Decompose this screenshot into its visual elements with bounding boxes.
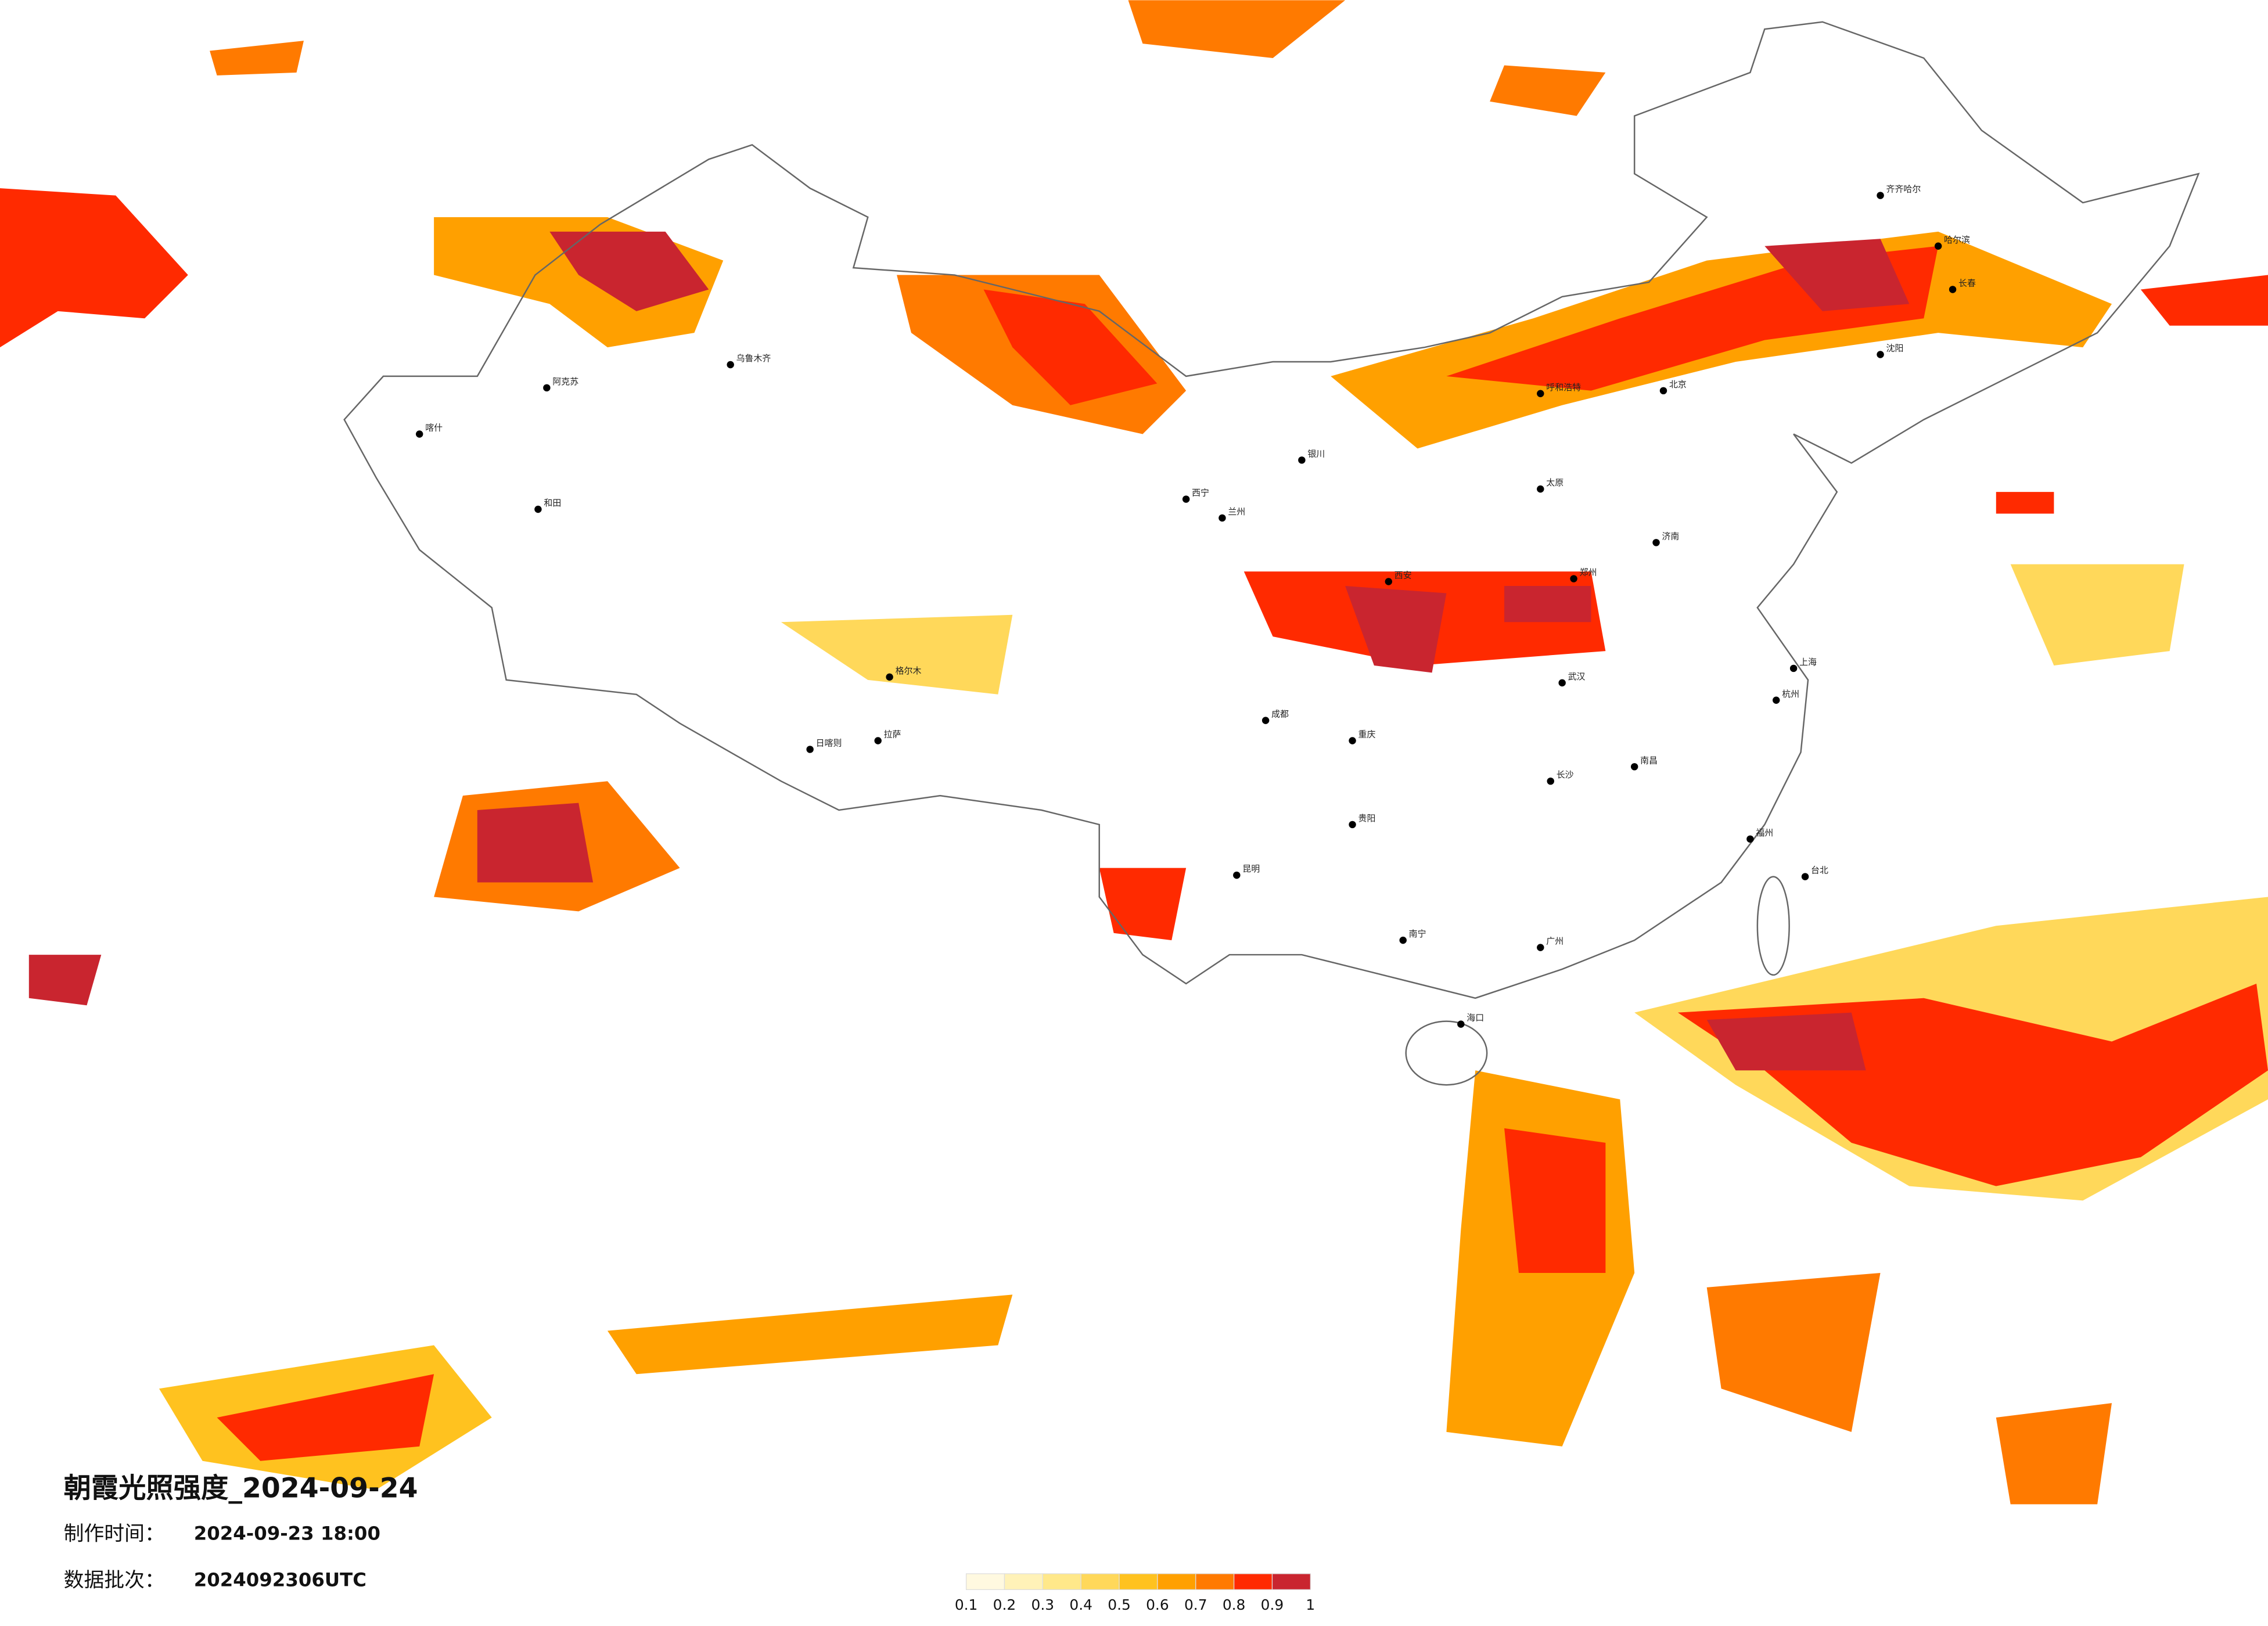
legend-tick-label: 0.1 bbox=[955, 1596, 978, 1613]
city-label: 济南 bbox=[1662, 531, 1680, 541]
city-dot bbox=[1877, 351, 1884, 358]
heat-layer bbox=[0, 0, 2268, 1505]
city-label: 长春 bbox=[1958, 278, 1976, 289]
city-dot bbox=[1547, 777, 1554, 785]
city-dot bbox=[1877, 192, 1884, 199]
city-dot bbox=[1298, 456, 1306, 464]
city-dot bbox=[1746, 835, 1754, 843]
city-label: 成都 bbox=[1271, 709, 1289, 720]
city-label: 呼和浩特 bbox=[1546, 382, 1581, 393]
city-label: 哈尔滨 bbox=[1944, 235, 1970, 245]
legend-swatch bbox=[1119, 1573, 1158, 1590]
legend-tick-label: 0.5 bbox=[1108, 1596, 1131, 1613]
legend-swatch bbox=[1271, 1573, 1311, 1590]
city-label: 乌鲁木齐 bbox=[736, 353, 771, 364]
city-dot bbox=[1219, 514, 1226, 522]
city-dot bbox=[1233, 871, 1241, 879]
city-label: 台北 bbox=[1811, 865, 1828, 876]
city-label: 北京 bbox=[1669, 379, 1687, 390]
city-dot bbox=[1182, 495, 1190, 503]
boundary bbox=[343, 21, 2200, 1086]
city-dot bbox=[1630, 763, 1638, 771]
city-dot bbox=[1773, 696, 1780, 704]
city-label: 沈阳 bbox=[1886, 343, 1904, 354]
city-dot bbox=[806, 746, 814, 753]
city-label: 格尔木 bbox=[896, 665, 922, 676]
city-label: 西宁 bbox=[1192, 488, 1209, 498]
city-label: 海口 bbox=[1467, 1013, 1484, 1023]
city-dot bbox=[1537, 390, 1544, 398]
city-dot bbox=[1570, 575, 1577, 582]
city-dot bbox=[1789, 664, 1798, 672]
city-dot bbox=[1385, 578, 1393, 585]
title: 朝霞光照强度_2024-09-24 bbox=[64, 1473, 418, 1505]
city-label: 上海 bbox=[1799, 657, 1817, 667]
city-label: 广州 bbox=[1546, 936, 1563, 947]
legend-tick-label: 0.6 bbox=[1146, 1596, 1169, 1613]
legend-swatch bbox=[1233, 1573, 1273, 1590]
legend-tick-label: 0.7 bbox=[1184, 1596, 1207, 1613]
city-label: 福州 bbox=[1756, 828, 1773, 838]
city-label: 杭州 bbox=[1782, 689, 1799, 699]
legend-tick-label: 0.4 bbox=[1069, 1596, 1092, 1613]
city-dot bbox=[543, 384, 551, 392]
legend-swatch bbox=[1195, 1573, 1235, 1590]
city-label: 长沙 bbox=[1557, 769, 1574, 780]
city-label: 太原 bbox=[1546, 477, 1563, 488]
legend-tick-label: 0.3 bbox=[1031, 1596, 1055, 1613]
city-dot bbox=[1652, 539, 1660, 546]
city-label: 阿克苏 bbox=[552, 376, 578, 387]
legend-swatch bbox=[1080, 1573, 1120, 1590]
city-dot bbox=[1537, 485, 1544, 493]
city-dot bbox=[415, 430, 423, 438]
city-dot bbox=[1349, 737, 1356, 744]
city-label: 贵阳 bbox=[1358, 813, 1376, 823]
city-label: 兰州 bbox=[1228, 506, 1245, 517]
city-dot bbox=[1457, 1020, 1465, 1028]
city-dot bbox=[534, 505, 542, 513]
city-label: 和田 bbox=[544, 498, 561, 508]
legend-swatch bbox=[1157, 1573, 1196, 1590]
legend-tick-label: 0.8 bbox=[1223, 1596, 1246, 1613]
legend-tick-label: 0.2 bbox=[993, 1596, 1016, 1613]
legend-swatch bbox=[1042, 1573, 1081, 1590]
city-label: 齐齐哈尔 bbox=[1886, 184, 1921, 195]
legend-swatch bbox=[965, 1573, 1005, 1590]
legend-tick-label: 1 bbox=[1306, 1596, 1315, 1613]
info-label: 数据批次： bbox=[64, 1569, 165, 1592]
city-label: 西安 bbox=[1394, 570, 1412, 581]
city-label: 喀什 bbox=[425, 423, 443, 433]
info-label: 制作时间： bbox=[64, 1523, 165, 1546]
city-dot bbox=[886, 673, 893, 681]
city-dot bbox=[1801, 873, 1809, 880]
city-dot bbox=[727, 361, 734, 369]
city-dot bbox=[1349, 821, 1356, 829]
info-value: 2024092306UTC bbox=[194, 1569, 366, 1591]
city-dot bbox=[1399, 936, 1407, 944]
city-label: 武汉 bbox=[1568, 671, 1586, 682]
city-dot bbox=[1934, 242, 1942, 250]
city-label: 银川 bbox=[1307, 448, 1325, 459]
city-label: 重庆 bbox=[1358, 729, 1376, 740]
legend-swatch bbox=[1004, 1573, 1043, 1590]
city-label: 日喀则 bbox=[816, 738, 842, 748]
city-label: 拉萨 bbox=[884, 729, 901, 740]
city-label: 郑州 bbox=[1580, 567, 1597, 578]
city-dot bbox=[1261, 717, 1270, 724]
city-dot bbox=[1659, 387, 1667, 395]
city-dot bbox=[1558, 679, 1566, 687]
legend: 0.1 0.2 0.3 0.4 0.5 0.6 0.7 0.8 0.9 1 bbox=[955, 1573, 1315, 1613]
legend-tick-label: 0.9 bbox=[1261, 1596, 1284, 1613]
city-dot bbox=[1949, 286, 1957, 293]
city-dot bbox=[874, 737, 882, 744]
city-label: 南昌 bbox=[1640, 755, 1658, 765]
city-label: 南宁 bbox=[1409, 929, 1426, 939]
info-value: 2024-09-23 18:00 bbox=[194, 1523, 380, 1545]
city-label: 昆明 bbox=[1242, 864, 1260, 874]
city-dot bbox=[1537, 944, 1544, 951]
